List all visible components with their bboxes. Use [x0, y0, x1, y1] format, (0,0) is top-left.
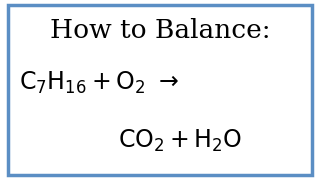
Text: $\mathregular{CO_2 + H_2O}$: $\mathregular{CO_2 + H_2O}$	[118, 127, 243, 154]
FancyBboxPatch shape	[8, 4, 312, 175]
Text: $\mathregular{C_7H_{16} + O_2 \ \rightarrow}$: $\mathregular{C_7H_{16} + O_2 \ \rightar…	[19, 70, 179, 96]
Text: How to Balance:: How to Balance:	[50, 18, 270, 43]
